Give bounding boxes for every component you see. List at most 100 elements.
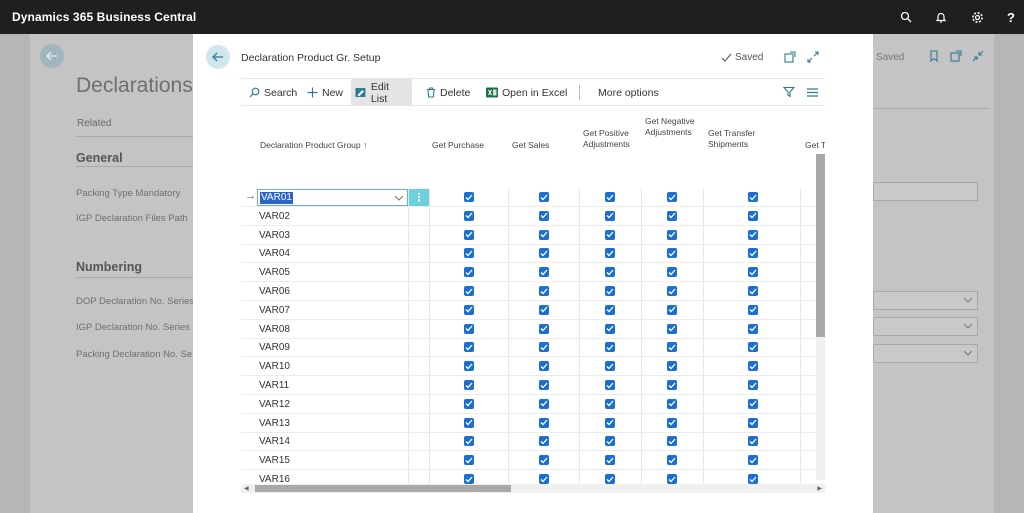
horizontal-scrollbar-thumb[interactable] <box>255 485 511 492</box>
checkbox[interactable] <box>667 192 677 202</box>
checkbox[interactable] <box>605 267 615 278</box>
product-group-code[interactable]: VAR12 <box>259 398 290 410</box>
column-header-get-positive-adjustments[interactable]: Get Positive Adjustments <box>583 128 630 149</box>
checkbox[interactable] <box>539 455 549 466</box>
checkbox[interactable] <box>539 342 549 353</box>
checkbox[interactable] <box>605 342 615 353</box>
table-row[interactable]: VAR13 <box>241 413 825 433</box>
product-group-code[interactable]: VAR08 <box>259 323 290 335</box>
back-button[interactable] <box>206 45 230 69</box>
table-row[interactable]: VAR11 <box>241 376 825 395</box>
checkbox[interactable] <box>667 436 677 447</box>
column-header-get-t[interactable]: Get T <box>805 140 825 150</box>
table-row[interactable]: VAR03 <box>241 225 825 245</box>
search-icon[interactable] <box>898 9 914 25</box>
product-group-code[interactable]: VAR09 <box>259 342 290 354</box>
checkbox[interactable] <box>667 210 677 221</box>
product-group-code-input[interactable]: VAR01 <box>257 189 408 206</box>
help-icon[interactable]: ? <box>1007 9 1015 25</box>
checkbox[interactable] <box>605 229 615 240</box>
checkbox[interactable] <box>667 455 677 466</box>
checkbox[interactable] <box>464 361 474 372</box>
checkbox[interactable] <box>748 455 758 466</box>
list-view-icon[interactable] <box>807 85 821 99</box>
table-row[interactable]: VAR10 <box>241 357 825 377</box>
table-row[interactable]: VAR07 <box>241 300 825 320</box>
checkbox[interactable] <box>605 361 615 372</box>
checkbox[interactable] <box>605 304 615 315</box>
checkbox[interactable] <box>748 474 758 484</box>
checkbox[interactable] <box>464 210 474 221</box>
checkbox[interactable] <box>605 455 615 466</box>
checkbox[interactable] <box>539 474 549 484</box>
checkbox[interactable] <box>605 210 615 221</box>
checkbox[interactable] <box>667 286 677 296</box>
open-new-window-icon[interactable] <box>784 50 798 64</box>
checkbox[interactable] <box>748 304 758 315</box>
chevron-down-icon[interactable] <box>394 193 404 203</box>
section-title-numbering[interactable]: Numbering <box>76 260 142 274</box>
checkbox[interactable] <box>748 417 758 428</box>
checkbox[interactable] <box>539 229 549 240</box>
checkbox[interactable] <box>605 192 615 202</box>
vertical-scrollbar[interactable] <box>816 154 825 480</box>
checkbox[interactable] <box>539 304 549 315</box>
checkbox[interactable] <box>464 304 474 315</box>
background-select[interactable] <box>873 291 978 310</box>
checkbox[interactable] <box>748 380 758 390</box>
checkbox[interactable] <box>539 436 549 447</box>
checkbox[interactable] <box>667 417 677 428</box>
table-row[interactable]: VAR12 <box>241 394 825 414</box>
checkbox[interactable] <box>748 192 758 202</box>
product-group-code[interactable]: VAR05 <box>259 267 290 279</box>
checkbox[interactable] <box>464 229 474 240</box>
checkbox[interactable] <box>539 417 549 428</box>
checkbox[interactable] <box>748 229 758 240</box>
new-button[interactable]: New <box>303 79 347 106</box>
checkbox[interactable] <box>667 267 677 278</box>
checkbox[interactable] <box>748 398 758 409</box>
product-group-code[interactable]: VAR02 <box>259 210 290 222</box>
column-header-get-purchase[interactable]: Get Purchase <box>432 140 484 150</box>
table-row[interactable]: VAR15 <box>241 451 825 471</box>
product-group-code[interactable]: VAR04 <box>259 248 290 260</box>
product-group-code[interactable]: VAR07 <box>259 304 290 316</box>
checkbox[interactable] <box>539 210 549 221</box>
checkbox[interactable] <box>464 417 474 428</box>
table-row[interactable]: VAR09 <box>241 338 825 358</box>
checkbox[interactable] <box>667 398 677 409</box>
column-header-get-sales[interactable]: Get Sales <box>512 140 550 150</box>
bell-icon[interactable] <box>933 9 949 25</box>
checkbox[interactable] <box>605 474 615 484</box>
background-back-button[interactable] <box>40 44 64 68</box>
more-options-button[interactable]: More options <box>594 79 663 106</box>
checkbox[interactable] <box>605 436 615 447</box>
table-row[interactable]: VAR14 <box>241 432 825 452</box>
vertical-scrollbar-thumb[interactable] <box>816 154 825 337</box>
table-row[interactable]: VAR05 <box>241 263 825 283</box>
product-group-code[interactable]: VAR15 <box>259 455 290 467</box>
checkbox[interactable] <box>605 380 615 390</box>
column-header-product-group[interactable]: Declaration Product Group ↑ <box>260 140 368 150</box>
delete-button[interactable]: Delete <box>422 79 474 106</box>
column-header-get-negative-adjustments[interactable]: Get Negative Adjustments <box>645 116 695 137</box>
product-group-code[interactable]: VAR11 <box>259 380 290 391</box>
checkbox[interactable] <box>667 304 677 315</box>
checkbox[interactable] <box>464 380 474 390</box>
checkbox[interactable] <box>539 267 549 278</box>
checkbox[interactable] <box>605 417 615 428</box>
checkbox[interactable] <box>464 474 474 484</box>
checkbox[interactable] <box>667 229 677 240</box>
scroll-right-arrow[interactable]: ▶ <box>817 486 822 492</box>
checkbox[interactable] <box>539 323 549 334</box>
table-row[interactable]: VAR16 <box>241 470 825 484</box>
checkbox[interactable] <box>464 286 474 296</box>
checkbox[interactable] <box>464 267 474 278</box>
table-row[interactable]: → VAR01 ⋮ <box>241 188 825 207</box>
checkbox[interactable] <box>605 323 615 334</box>
checkbox[interactable] <box>748 286 758 296</box>
checkbox[interactable] <box>667 380 677 390</box>
checkbox[interactable] <box>605 286 615 296</box>
checkbox[interactable] <box>748 436 758 447</box>
checkbox[interactable] <box>539 380 549 390</box>
